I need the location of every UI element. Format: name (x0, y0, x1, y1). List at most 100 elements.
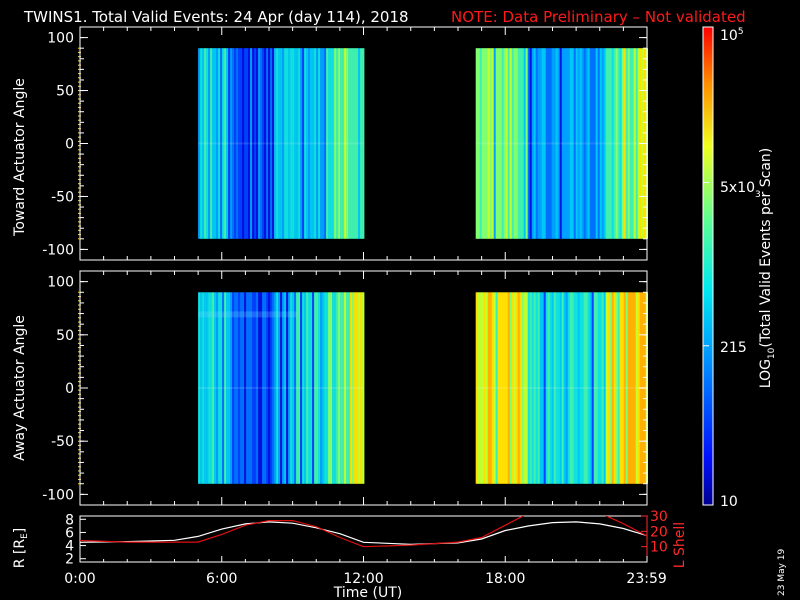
heatmap-column (224, 292, 227, 484)
heatmap-column (340, 292, 343, 484)
heatmap-column (573, 292, 576, 484)
x-tick-label: 23:59 (626, 571, 666, 587)
preliminary-note: NOTE: Data Preliminary – Not validated (451, 8, 746, 26)
heatmap-column (244, 48, 247, 239)
heatmap-column (348, 48, 351, 239)
colorbar-title: LOG10(Total Valid Events per Scan) (758, 148, 777, 388)
heatmap-column (284, 292, 287, 484)
heatmap-column (571, 292, 574, 484)
heatmap-column (477, 292, 480, 484)
r-line (80, 521, 647, 545)
heatmap-column (308, 48, 311, 239)
heatmap-column (258, 48, 261, 239)
heatmap-column (501, 292, 504, 484)
heatmap-column (278, 292, 281, 484)
heatmap-column (274, 48, 277, 239)
heatmap-column (296, 292, 299, 484)
heatmap-column (282, 48, 285, 239)
heatmap-column (557, 48, 560, 239)
heatmap-column (587, 292, 590, 484)
heatmap-column (298, 292, 301, 484)
heatmap-column (617, 48, 620, 239)
heatmap-column (593, 292, 596, 484)
heatmap-column (326, 48, 329, 239)
heatmap-column (509, 48, 512, 239)
heatmap-column (637, 292, 640, 484)
heatmap-column (356, 48, 359, 239)
heatmap-column (340, 48, 343, 239)
heatmap-column (519, 48, 522, 239)
heatmap-column (324, 292, 327, 484)
heatmap-column (230, 292, 233, 484)
heatmap-column (541, 48, 544, 239)
heatmap-column (583, 48, 586, 239)
heatmap-column (326, 292, 329, 484)
heatmap-column (475, 48, 478, 239)
heatmap-column (487, 48, 490, 239)
y-tick-label: 0 (65, 381, 74, 397)
heatmap-column (601, 292, 604, 484)
heatmap-column (250, 48, 253, 239)
heatmap-column (322, 292, 325, 484)
heatmap-column (483, 292, 486, 484)
heatmap-column (218, 292, 221, 484)
heatmap-column (226, 48, 229, 239)
heatmap-column (226, 292, 229, 484)
heatmap-column (234, 48, 237, 239)
heatmap-column (248, 48, 251, 239)
heatmap-column (599, 292, 602, 484)
heatmap-column (499, 292, 502, 484)
heatmap-column (551, 292, 554, 484)
heatmap-column (338, 48, 341, 239)
heatmap-column (605, 48, 608, 239)
l-shell-line (80, 516, 647, 548)
heatmap-column (330, 292, 333, 484)
heatmap-column (497, 292, 500, 484)
heatmap-column (348, 292, 351, 484)
heatmap-column (593, 48, 596, 239)
heatmap-column (232, 48, 235, 239)
heatmap-column (577, 292, 580, 484)
heatmap-column (324, 48, 327, 239)
heatmap-column (539, 48, 542, 239)
heatmap-column (615, 48, 618, 239)
heatmap-column (537, 48, 540, 239)
heatmap-column (597, 292, 600, 484)
heatmap-column (573, 48, 576, 239)
heatmap-column (631, 48, 634, 239)
top-ylabel: Toward Actuator Angle (12, 78, 28, 237)
heatmap-column (352, 292, 355, 484)
colorbar-tick-min: 10 (720, 494, 738, 510)
heatmap-column (535, 48, 538, 239)
x-tick-label: 18:00 (485, 571, 525, 587)
heatmap-column (270, 48, 273, 239)
middle-ylabel: Away Actuator Angle (12, 315, 28, 461)
heatmap-column (246, 292, 249, 484)
heatmap-column (621, 48, 624, 239)
heatmap-column (312, 292, 315, 484)
orbit-lines (80, 516, 647, 548)
heatmap-column (591, 292, 594, 484)
heatmap-column (268, 48, 271, 239)
heatmap-column (509, 292, 512, 484)
heatmap-column (515, 48, 518, 239)
heatmap-column (292, 48, 295, 239)
heatmap-column (597, 48, 600, 239)
heatmap-column (561, 292, 564, 484)
heatmap-column (531, 48, 534, 239)
heatmap-column (505, 48, 508, 239)
heatmap-column (344, 292, 347, 484)
heatmap-column (535, 292, 538, 484)
heatmap-column (216, 48, 219, 239)
y-tick-label: 100 (47, 31, 74, 47)
heatmap-column (318, 48, 321, 239)
heatmap-column (609, 48, 612, 239)
heatmap-column (539, 292, 542, 484)
heatmap-column (286, 292, 289, 484)
heatmap-column (531, 292, 534, 484)
heatmap-column (246, 48, 249, 239)
heatmap-column (489, 292, 492, 484)
heatmap-column (198, 48, 201, 239)
heatmap-column (607, 48, 610, 239)
heatmap-column (563, 48, 566, 239)
